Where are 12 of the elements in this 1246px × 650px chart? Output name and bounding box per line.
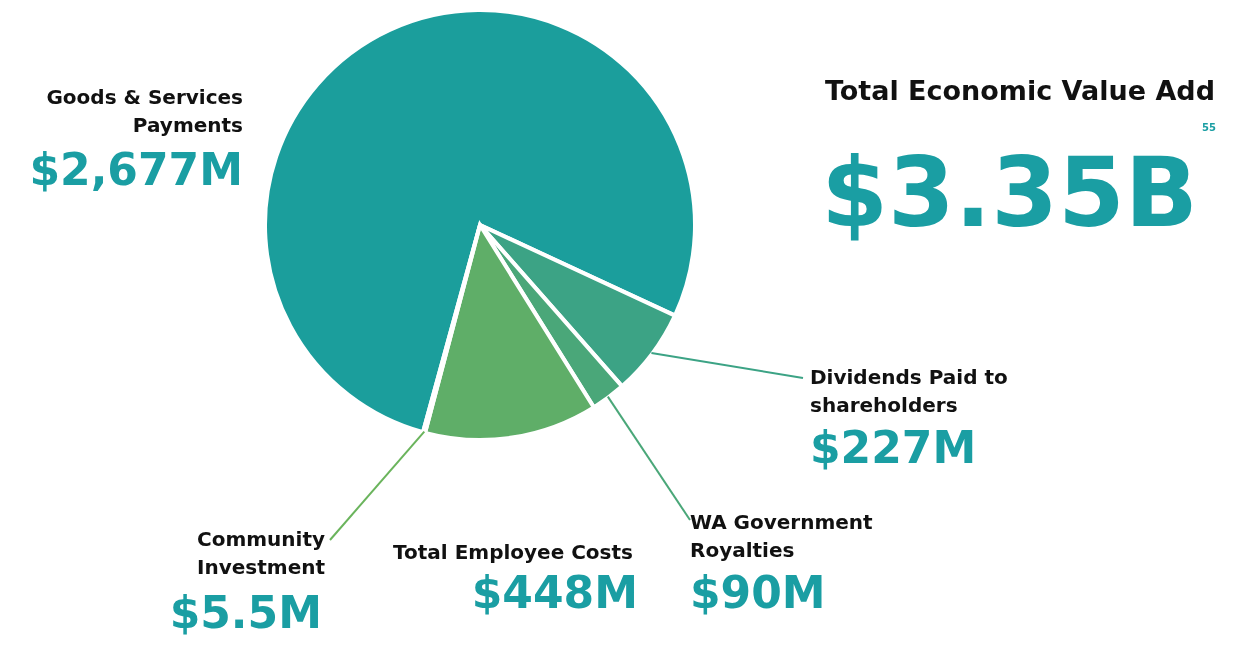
slice-label: Community Investment [196, 527, 326, 579]
slice-label: Dividends Paid to shareholders [810, 365, 1008, 417]
data-label: $90M [690, 567, 826, 618]
data-label: $448M [471, 567, 638, 618]
text: $3.35B55 [821, 122, 1216, 249]
slice-label: Total Employee Costs [393, 540, 633, 564]
slice-label: WA Government Royalties [690, 510, 874, 562]
data-label: $5.5M [169, 587, 322, 638]
slice-label: Goods & Services Payments [46, 85, 243, 137]
text: Total Economic Value Add [824, 75, 1215, 106]
data-label: $2,677M [29, 144, 243, 195]
data-label: $227M [810, 422, 977, 473]
